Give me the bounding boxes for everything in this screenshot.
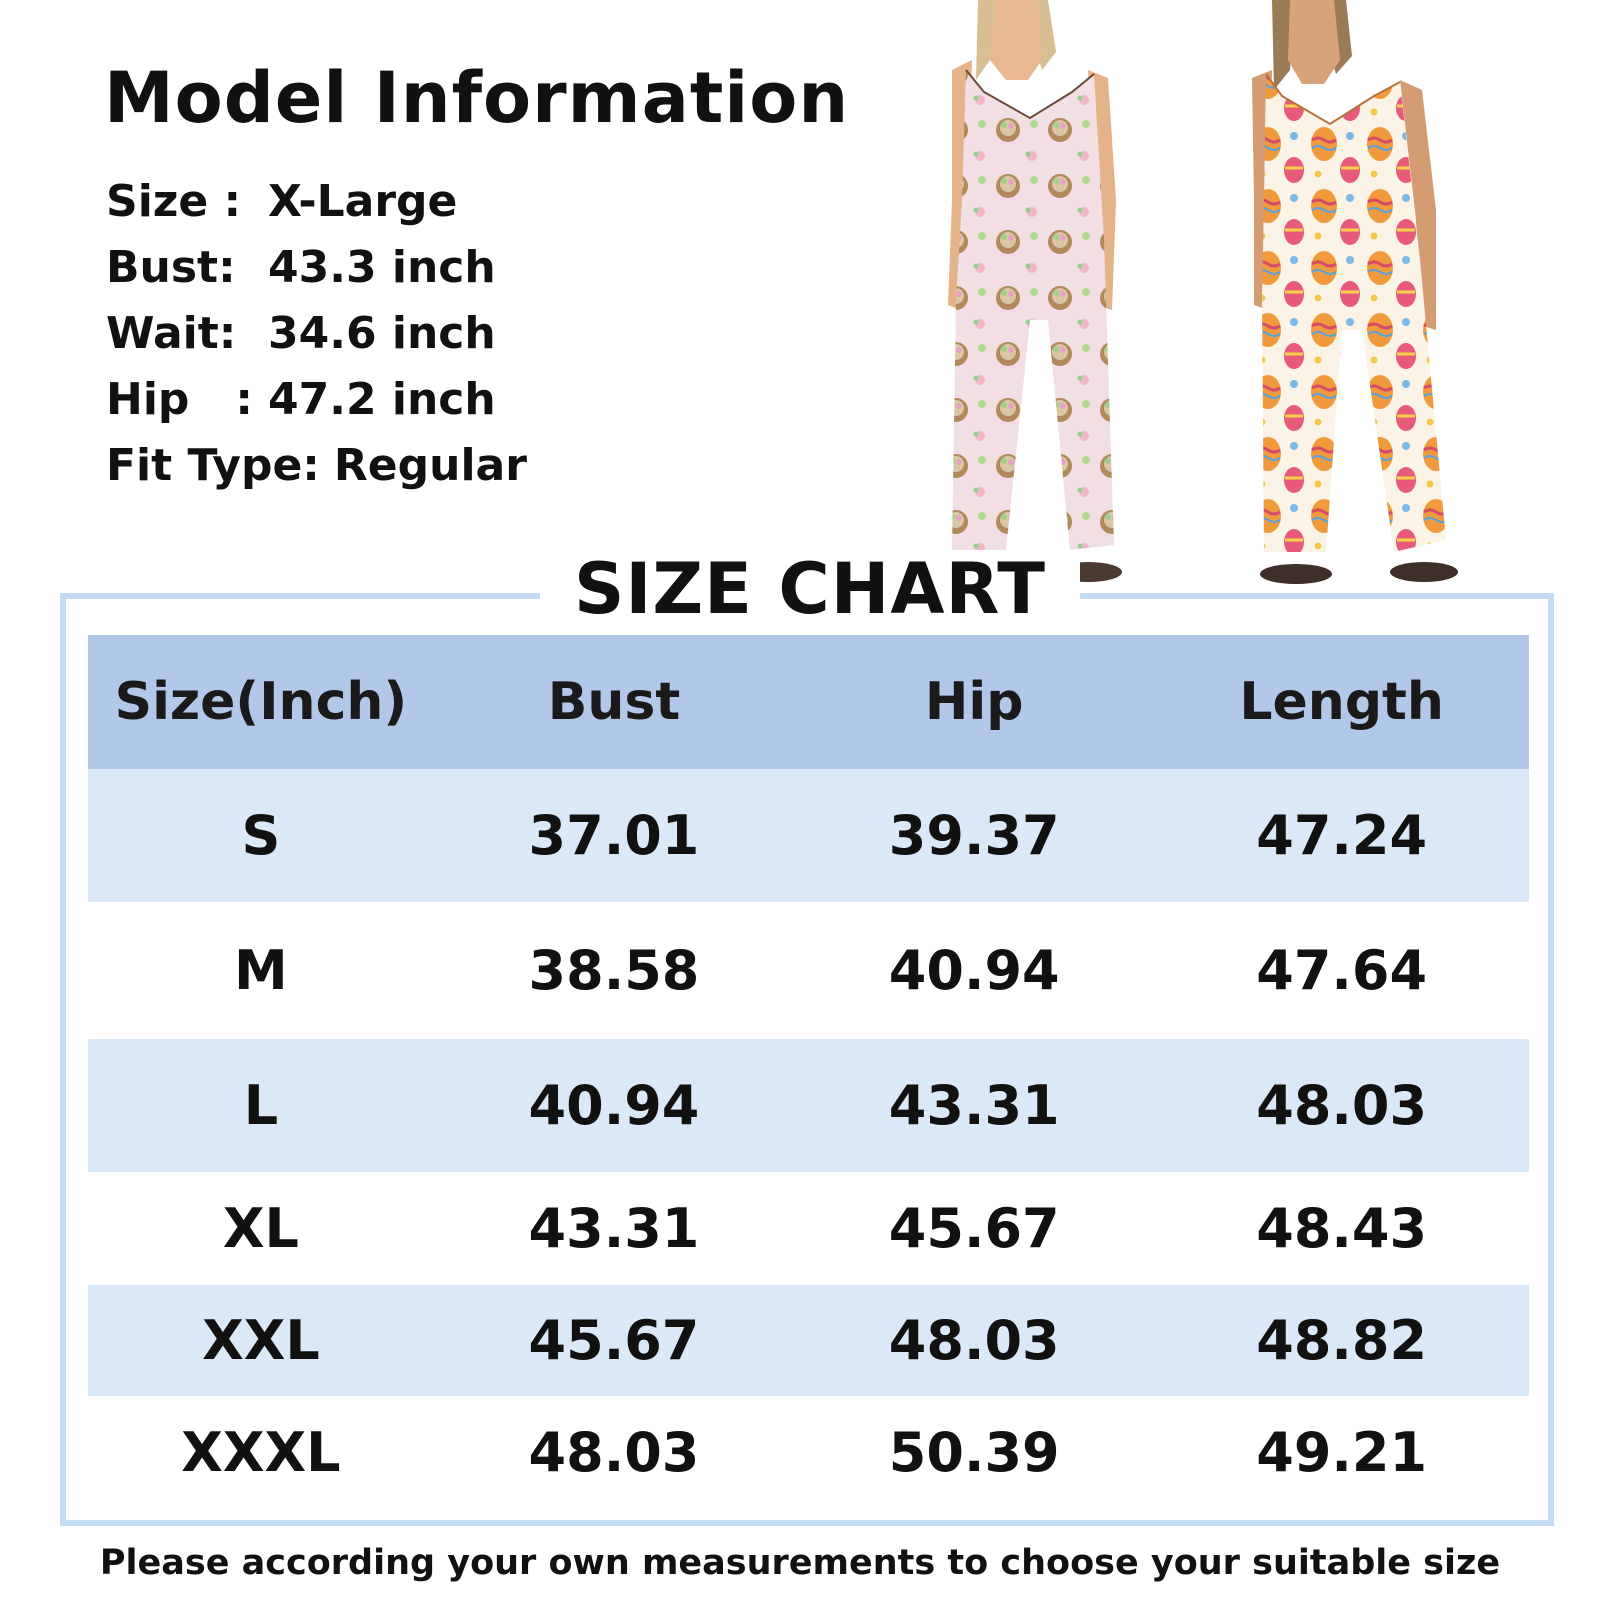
info-value-bust: 43.3 inch <box>268 241 496 293</box>
cell-size: S <box>88 769 434 902</box>
info-row-hip: Hip : 47.2 inch <box>106 366 527 432</box>
header-hip: Hip <box>794 635 1155 769</box>
model-photo-left <box>938 0 1198 590</box>
info-row-bust: Bust: 43.3 inch <box>106 234 527 300</box>
table-row: M 38.58 40.94 47.64 <box>88 902 1529 1039</box>
info-label-fit-type: Fit Type: <box>106 439 320 491</box>
cell-length: 47.24 <box>1154 769 1529 902</box>
cell-length: 48.03 <box>1154 1039 1529 1172</box>
table-row: L 40.94 43.31 48.03 <box>88 1039 1529 1172</box>
info-value-size: X-Large <box>268 175 458 227</box>
cell-length: 47.64 <box>1154 902 1529 1039</box>
info-value-fit-type: Regular <box>333 439 527 491</box>
cell-hip: 48.03 <box>794 1285 1155 1396</box>
header-size: Size(Inch) <box>88 635 434 769</box>
cell-size: M <box>88 902 434 1039</box>
cell-length: 48.43 <box>1154 1172 1529 1285</box>
jumpsuit-egg-print-image <box>1250 0 1510 590</box>
cell-bust: 38.58 <box>433 902 795 1039</box>
cell-size: XXXL <box>88 1396 434 1509</box>
cell-bust: 43.31 <box>433 1172 795 1285</box>
cell-bust: 37.01 <box>433 769 795 902</box>
cell-length: 48.82 <box>1154 1285 1529 1396</box>
info-row-waist: Wait: 34.6 inch <box>106 300 527 366</box>
table-row: XXL 45.67 48.03 48.82 <box>88 1285 1529 1396</box>
cell-bust: 48.03 <box>433 1396 795 1509</box>
info-value-hip: 47.2 inch <box>268 373 496 425</box>
table-row: XL 43.31 45.67 48.43 <box>88 1172 1529 1285</box>
info-label-size: Size : <box>106 175 242 227</box>
footer-note: Please according your own measurements t… <box>99 1543 1501 1583</box>
cell-hip: 43.31 <box>794 1039 1155 1172</box>
cell-size: XL <box>88 1172 434 1285</box>
cell-hip: 45.67 <box>794 1172 1155 1285</box>
header-bust: Bust <box>433 635 795 769</box>
cell-length: 49.21 <box>1154 1396 1529 1509</box>
jumpsuit-basket-print-image <box>938 0 1198 590</box>
cell-hip: 50.39 <box>794 1396 1155 1509</box>
cell-hip: 40.94 <box>794 902 1155 1039</box>
info-label-bust: Bust: <box>106 241 236 293</box>
info-label-hip: Hip : <box>106 373 253 425</box>
header-length: Length <box>1154 635 1529 769</box>
table-row: XXXL 48.03 50.39 49.21 <box>88 1396 1529 1509</box>
size-chart-table: Size(Inch) Bust Hip Length S 37.01 39.37… <box>88 635 1529 1509</box>
cell-size: XXL <box>88 1285 434 1396</box>
info-value-waist: 34.6 inch <box>268 307 496 359</box>
cell-bust: 45.67 <box>433 1285 795 1396</box>
table-row: S 37.01 39.37 47.24 <box>88 769 1529 902</box>
model-info-title: Model Information <box>104 57 850 139</box>
info-label-waist: Wait: <box>106 307 237 359</box>
table-header-row: Size(Inch) Bust Hip Length <box>88 635 1529 769</box>
cell-hip: 39.37 <box>794 769 1155 902</box>
size-chart-title: SIZE CHART <box>540 550 1080 628</box>
model-info-list: Size : X-Large Bust: 43.3 inch Wait: 34.… <box>106 168 527 498</box>
cell-size: L <box>88 1039 434 1172</box>
info-row-size: Size : X-Large <box>106 168 527 234</box>
model-photo-right <box>1250 0 1510 590</box>
cell-bust: 40.94 <box>433 1039 795 1172</box>
info-row-fit-type: Fit Type: Regular <box>106 432 527 498</box>
